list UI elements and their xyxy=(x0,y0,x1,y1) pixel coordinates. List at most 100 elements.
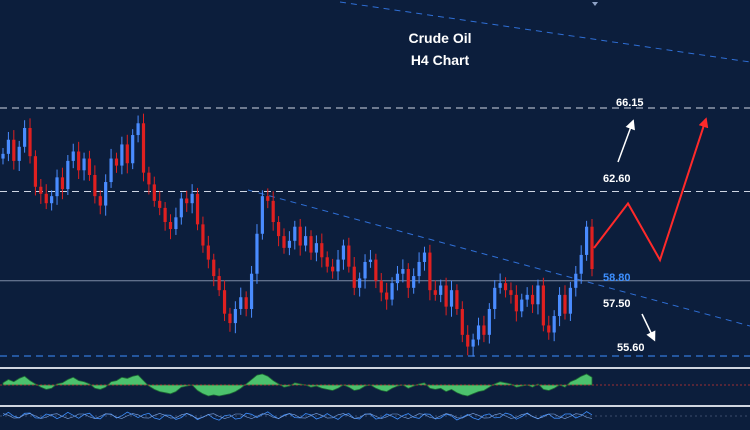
candle-body xyxy=(331,266,335,272)
candle-body xyxy=(287,240,291,248)
period-marker xyxy=(592,2,598,6)
level-label-66-15: 66.15 xyxy=(616,97,644,109)
candle-body xyxy=(136,123,140,136)
candle-body xyxy=(293,226,297,241)
candle-body xyxy=(579,254,583,274)
candle-body xyxy=(255,233,259,274)
candle-body xyxy=(195,193,200,225)
candle-body xyxy=(82,158,86,171)
candle-body xyxy=(304,236,308,246)
candle-body xyxy=(276,222,281,237)
candle-body xyxy=(125,144,129,164)
candle-body xyxy=(244,297,248,309)
candle-body xyxy=(412,276,416,288)
candle-body xyxy=(87,158,92,175)
candle-body xyxy=(71,151,75,161)
horizontal-levels xyxy=(0,107,750,357)
candle-body xyxy=(217,276,221,291)
candle-body xyxy=(552,316,556,333)
candle-body xyxy=(179,198,183,218)
candle-body xyxy=(347,245,351,267)
candle-body xyxy=(1,153,5,159)
candle-body xyxy=(428,252,432,291)
candle-body xyxy=(114,158,119,166)
candle-body xyxy=(33,156,38,187)
candle-body xyxy=(390,283,394,300)
candle-body xyxy=(541,285,545,326)
candle-body xyxy=(557,294,562,317)
candlesticks xyxy=(1,113,594,357)
candle-body xyxy=(320,243,324,258)
candle-body xyxy=(314,243,319,253)
candle-body xyxy=(395,273,400,284)
candle-body xyxy=(158,200,162,208)
candle-body xyxy=(309,236,313,253)
candle-body xyxy=(439,285,443,295)
candle-body xyxy=(525,294,529,300)
candle-body xyxy=(98,196,102,206)
candle-body xyxy=(174,217,178,230)
candle-body xyxy=(530,294,535,305)
candle-body xyxy=(23,127,27,147)
candle-body xyxy=(239,297,243,309)
candle-body xyxy=(185,198,189,204)
candle-body xyxy=(444,285,448,307)
candle-body xyxy=(120,144,124,166)
candle-body xyxy=(374,259,378,281)
candle-body xyxy=(406,269,410,288)
secondary-oscillator-line-a xyxy=(2,411,593,421)
candle-body xyxy=(363,261,367,279)
chart-subtitle: H4 Chart xyxy=(410,52,470,68)
candle-body xyxy=(493,287,497,309)
candle-body xyxy=(298,226,302,246)
candle-body xyxy=(260,196,264,234)
oscillator-panel xyxy=(0,373,750,397)
candle-body xyxy=(212,259,216,277)
chart-title: Crude Oil xyxy=(408,30,472,46)
candle-body xyxy=(109,158,113,183)
projection-arrows xyxy=(593,117,709,342)
candle-body xyxy=(385,292,389,300)
candle-body xyxy=(50,196,54,204)
candle-body xyxy=(466,334,470,347)
candle-body xyxy=(201,224,205,246)
candle-body xyxy=(163,207,167,223)
level-label-58-80: 58.80 xyxy=(603,272,631,284)
level-label-55-60: 55.60 xyxy=(617,342,645,354)
projection-path-up xyxy=(593,117,709,263)
arrow-to-66-15 xyxy=(617,119,635,163)
candle-body xyxy=(222,290,227,314)
candle-body xyxy=(536,285,540,305)
candle-body xyxy=(547,325,551,333)
secondary-oscillator-panel xyxy=(0,411,750,421)
candle-body xyxy=(271,200,275,223)
candle-body xyxy=(233,308,237,324)
candle-body xyxy=(487,308,491,335)
descending-trendline xyxy=(247,189,750,327)
candle-body xyxy=(44,193,48,204)
candle-body xyxy=(422,252,427,262)
candle-body xyxy=(28,127,32,157)
candle-body xyxy=(590,226,594,270)
candle-body xyxy=(574,273,578,288)
candle-body xyxy=(39,186,43,194)
candle-body xyxy=(503,283,508,291)
candle-body xyxy=(249,273,254,309)
candle-body xyxy=(6,139,11,154)
candle-body xyxy=(368,259,373,262)
candle-body xyxy=(190,193,194,204)
candle-body xyxy=(325,257,329,267)
candle-body xyxy=(55,177,59,197)
candle-body xyxy=(168,222,173,230)
candle-body xyxy=(358,278,362,288)
candle-body xyxy=(482,325,486,335)
candle-body xyxy=(77,151,81,171)
level-label-57-50: 57.50 xyxy=(603,298,631,310)
candle-body xyxy=(336,259,340,272)
candle-body xyxy=(131,135,135,164)
candle-body xyxy=(455,290,459,309)
candle-body xyxy=(17,146,21,161)
candle-body xyxy=(352,266,356,288)
